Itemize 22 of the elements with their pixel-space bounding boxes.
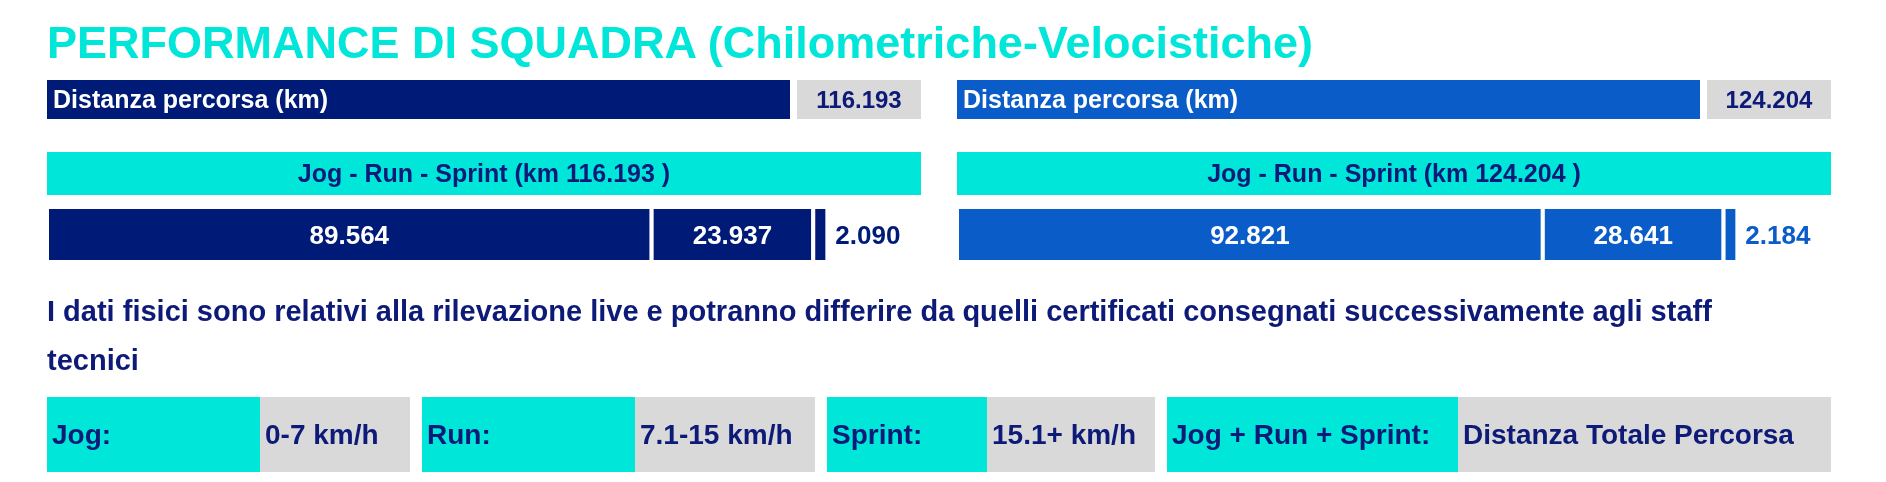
text: 0-7 km/h [265,419,379,450]
chart-title: PERFORMANCE DI SQUADRA (Chilometriche-Velocistiche) [47,17,1313,68]
data-label: 2.090 [835,219,901,250]
data-label: 28.641 [1593,219,1673,250]
text: Distanza percorsa (km) [53,85,329,113]
text: Sprint: [832,419,923,450]
chart-subtitle: Jog - Run - Sprint (km 124.204 ) [1207,159,1581,187]
text: Run: [427,419,491,450]
chart-subtitle: Jog - Run - Sprint (km 116.193 ) [297,159,671,187]
text: Distanza Totale Percorsa [1463,419,1794,450]
text: Jog: [52,419,112,450]
data-label: 92.821 [1210,219,1290,250]
text: Distanza percorsa (km) [963,85,1239,113]
text: I dati fisici sono relativi alla rilevazione live e potranno differire da quelli certificati consegnati successivamente agli staff tecnici [47,295,1712,376]
text: Jog + Run + Sprint: [1172,419,1431,450]
data-label: 2.184 [1745,219,1811,250]
data-label: 23.937 [692,219,773,250]
text: 116.193 [816,86,902,113]
text: 15.1+ km/h [992,419,1136,450]
data-label: 89.564 [309,219,390,250]
text: 124.204 [1725,86,1813,113]
text: 7.1-15 km/h [640,419,793,450]
